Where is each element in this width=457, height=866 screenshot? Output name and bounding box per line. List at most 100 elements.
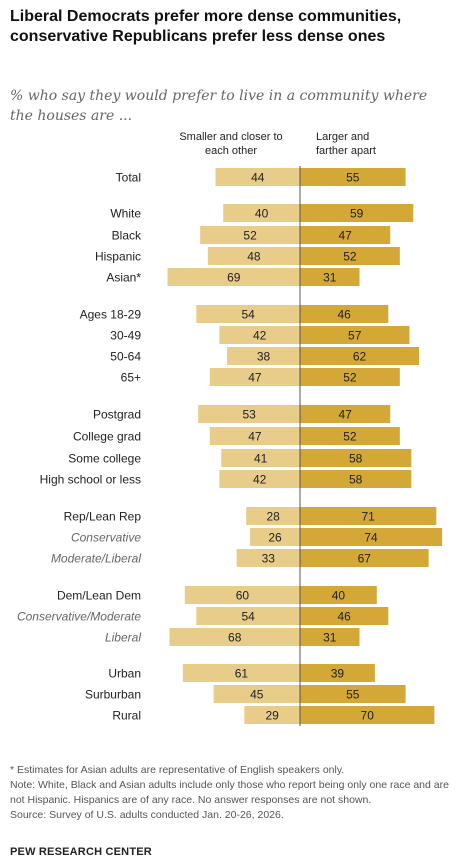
value-label-smaller-closer: 38 <box>257 350 271 364</box>
category-label: Rural <box>112 709 141 723</box>
category-label: Urban <box>108 667 141 681</box>
value-label-smaller-closer: 45 <box>250 688 264 702</box>
category-label: Rep/Lean Rep <box>64 510 142 524</box>
bar-smaller-closer <box>196 607 300 625</box>
bar-larger-farther <box>300 706 435 724</box>
bar-smaller-closer <box>219 326 300 344</box>
bar-smaller-closer <box>169 628 300 646</box>
legend-larger-farther: Larger and farther apart <box>316 131 376 157</box>
bar-smaller-closer <box>182 664 300 682</box>
bar-smaller-closer <box>227 347 300 365</box>
value-label-smaller-closer: 44 <box>251 171 265 185</box>
bar-larger-farther <box>300 507 437 525</box>
value-label-larger-farther: 57 <box>348 329 362 343</box>
chart-title: Liberal Democrats prefer more dense comm… <box>10 8 402 45</box>
pew-research-center-logo-text: PEW RESEARCH CENTER <box>10 846 152 858</box>
value-label-larger-farther: 58 <box>349 473 363 487</box>
category-label: High school or less <box>40 473 141 487</box>
category-label: Moderate/Liberal <box>51 552 141 566</box>
value-label-larger-farther: 47 <box>338 229 352 243</box>
category-label: 50-64 <box>110 350 141 364</box>
bar-smaller-closer <box>198 405 300 423</box>
value-label-larger-farther: 67 <box>358 552 372 566</box>
value-label-smaller-closer: 41 <box>254 452 268 466</box>
value-label-larger-farther: 52 <box>343 371 357 385</box>
methodology-note: Note: White, Black and Asian adults incl… <box>10 779 449 806</box>
value-label-larger-farther: 31 <box>323 631 337 645</box>
value-label-smaller-closer: 61 <box>235 667 249 681</box>
bar-larger-farther <box>300 326 410 344</box>
source-note: Source: Survey of U.S. adults conducted … <box>10 809 284 821</box>
value-label-larger-farther: 52 <box>343 430 357 444</box>
value-label-larger-farther: 39 <box>331 667 345 681</box>
value-label-smaller-closer: 53 <box>242 408 256 422</box>
bar-larger-farther <box>300 586 377 604</box>
value-label-larger-farther: 46 <box>337 308 351 322</box>
bar-smaller-closer <box>167 268 300 286</box>
value-label-larger-farther: 47 <box>338 408 352 422</box>
value-label-smaller-closer: 48 <box>247 250 261 264</box>
value-label-larger-farther: 70 <box>361 709 375 723</box>
value-label-larger-farther: 40 <box>332 589 346 603</box>
bar-smaller-closer <box>213 685 300 703</box>
chart-subtitle: % who say they would prefer to live in a… <box>10 88 428 124</box>
value-label-smaller-closer: 47 <box>248 371 262 385</box>
category-label: Conservative <box>71 531 141 545</box>
value-label-larger-farther: 46 <box>337 610 351 624</box>
category-label: Hispanic <box>95 250 141 264</box>
value-label-larger-farther: 52 <box>343 250 357 264</box>
value-label-larger-farther: 31 <box>323 271 337 285</box>
bar-larger-farther <box>300 449 412 467</box>
value-label-smaller-closer: 47 <box>248 430 262 444</box>
value-label-smaller-closer: 29 <box>265 709 279 723</box>
bar-larger-farther <box>300 628 360 646</box>
bar-smaller-closer <box>207 247 300 265</box>
value-label-smaller-closer: 40 <box>255 207 269 221</box>
value-label-larger-farther: 55 <box>346 688 360 702</box>
bar-smaller-closer <box>250 528 300 546</box>
bar-larger-farther <box>300 549 429 567</box>
category-label: Liberal <box>105 631 141 645</box>
category-label: Black <box>112 229 142 243</box>
bar-larger-farther <box>300 226 391 244</box>
bar-larger-farther <box>300 368 400 386</box>
bar-smaller-closer <box>200 226 300 244</box>
value-label-smaller-closer: 68 <box>228 631 242 645</box>
value-label-larger-farther: 71 <box>361 510 375 524</box>
value-label-larger-farther: 58 <box>349 452 363 466</box>
value-label-larger-farther: 55 <box>346 171 360 185</box>
bar-smaller-closer <box>223 204 300 222</box>
value-label-smaller-closer: 28 <box>266 510 280 524</box>
bar-larger-farther <box>300 305 389 323</box>
bar-smaller-closer <box>246 507 300 525</box>
bar-larger-farther <box>300 247 400 265</box>
bar-larger-farther <box>300 470 412 488</box>
category-label: College grad <box>73 430 141 444</box>
category-label: Surburban <box>85 688 141 702</box>
value-label-smaller-closer: 52 <box>243 229 257 243</box>
bar-larger-farther <box>300 664 375 682</box>
category-label: 65+ <box>121 371 141 385</box>
value-label-smaller-closer: 26 <box>268 531 282 545</box>
legend-smaller-closer: Smaller and closer to each other <box>179 131 283 157</box>
notes-block: * Estimates for Asian adults are represe… <box>10 763 450 823</box>
bar-larger-farther <box>300 204 414 222</box>
bar-smaller-closer <box>236 549 300 567</box>
bar-smaller-closer <box>215 168 300 186</box>
value-label-larger-farther: 59 <box>350 207 364 221</box>
diverging-bar-chart: 44 55 Total 40 59 White 52 47 Black 48 52 Hispanic 6… <box>17 166 443 726</box>
category-label: Conservative/Moderate <box>17 610 141 624</box>
bar-smaller-closer <box>209 427 300 445</box>
value-label-smaller-closer: 54 <box>241 610 255 624</box>
value-label-smaller-closer: 42 <box>253 473 267 487</box>
bar-smaller-closer <box>184 586 300 604</box>
value-label-smaller-closer: 42 <box>253 329 267 343</box>
category-label: Ages 18-29 <box>80 308 142 322</box>
bar-larger-farther <box>300 427 400 445</box>
bar-smaller-closer <box>209 368 300 386</box>
value-label-smaller-closer: 54 <box>241 308 255 322</box>
bar-larger-farther <box>300 347 420 365</box>
category-label: 30-49 <box>110 329 141 343</box>
bar-smaller-closer <box>244 706 300 724</box>
bar-smaller-closer <box>196 305 300 323</box>
